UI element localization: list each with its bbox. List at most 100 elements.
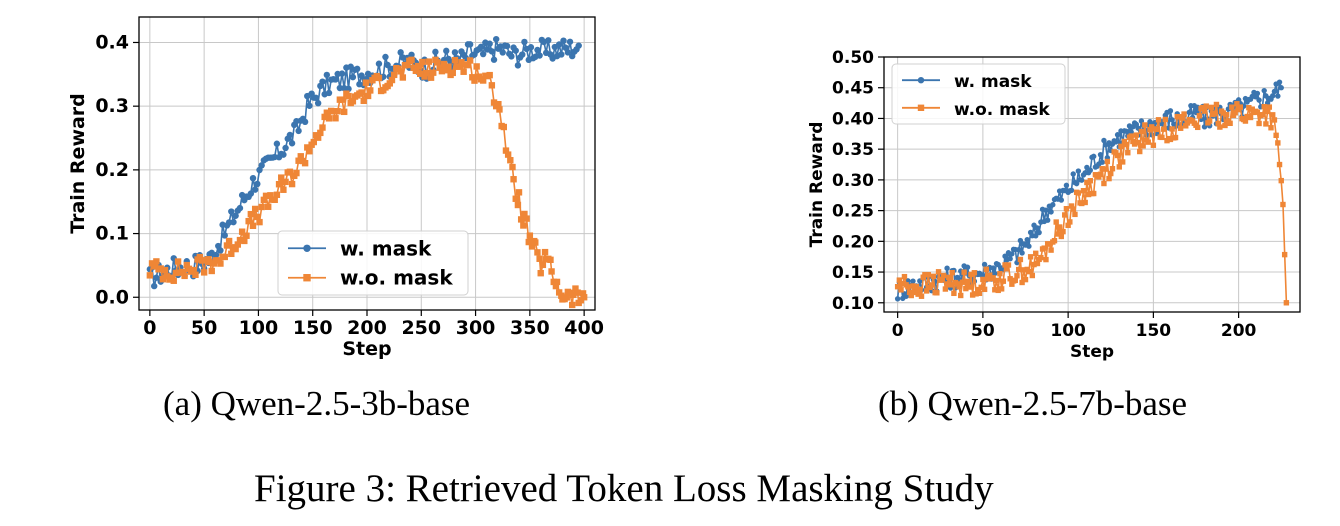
y-tick-label: 0.35 xyxy=(832,140,874,160)
data-point xyxy=(1012,277,1018,284)
data-point xyxy=(990,275,996,281)
data-point xyxy=(212,251,220,259)
y-tick-label: 0.0 xyxy=(95,286,129,308)
data-point xyxy=(1177,125,1184,131)
data-point xyxy=(929,282,935,288)
data-point xyxy=(1275,93,1281,99)
data-point xyxy=(288,140,296,147)
data-point xyxy=(254,180,261,188)
data-point xyxy=(1068,203,1075,209)
data-point xyxy=(1147,126,1153,133)
x-tick-label: 200 xyxy=(347,317,387,339)
data-point xyxy=(338,96,346,103)
data-point xyxy=(981,286,988,293)
data-point xyxy=(236,204,244,212)
data-point xyxy=(1270,112,1276,118)
data-point xyxy=(536,52,543,59)
data-point xyxy=(500,123,507,131)
data-point xyxy=(526,232,534,239)
data-point xyxy=(221,232,228,239)
data-point xyxy=(159,276,167,283)
data-point xyxy=(1007,256,1013,262)
data-point xyxy=(1229,104,1235,110)
data-point xyxy=(1160,126,1167,132)
data-point xyxy=(1263,121,1269,127)
data-point xyxy=(1000,278,1007,284)
data-point xyxy=(1070,171,1076,177)
data-point xyxy=(262,192,270,200)
data-point xyxy=(249,174,257,182)
data-point xyxy=(575,42,582,49)
data-point xyxy=(258,162,265,169)
data-point xyxy=(1029,272,1036,279)
data-point xyxy=(234,241,241,248)
data-point xyxy=(514,201,522,209)
data-point xyxy=(232,212,239,219)
data-point xyxy=(550,278,557,286)
data-point xyxy=(1261,103,1267,110)
data-point xyxy=(1027,254,1034,260)
data-point xyxy=(258,203,265,211)
legend-marker xyxy=(917,104,925,111)
data-point xyxy=(992,287,998,293)
data-point xyxy=(1026,243,1032,249)
data-point xyxy=(944,281,950,287)
data-point xyxy=(217,260,224,267)
data-point xyxy=(1033,250,1039,257)
data-point xyxy=(539,261,547,269)
data-point xyxy=(375,60,383,67)
data-point xyxy=(1138,128,1145,135)
data-point xyxy=(1048,247,1054,253)
data-point xyxy=(917,286,923,293)
data-point xyxy=(1114,152,1121,159)
data-point xyxy=(564,49,572,56)
data-point xyxy=(1273,132,1279,139)
x-tick-label: 0 xyxy=(143,317,156,339)
data-point xyxy=(286,168,294,175)
data-point xyxy=(995,261,1001,268)
data-point xyxy=(460,68,467,75)
data-point xyxy=(1242,118,1249,124)
data-point xyxy=(1099,159,1105,165)
data-point xyxy=(579,290,587,297)
data-point xyxy=(915,291,921,297)
y-axis-label: Train Reward xyxy=(807,122,827,248)
data-point xyxy=(1101,137,1107,144)
data-point xyxy=(987,272,993,278)
data-point xyxy=(1259,112,1266,118)
y-tick-label: 0.3 xyxy=(95,95,129,117)
data-point xyxy=(954,281,961,287)
data-point xyxy=(181,272,188,280)
data-point xyxy=(388,76,396,84)
data-point xyxy=(172,269,180,277)
data-point xyxy=(412,67,420,75)
data-point xyxy=(451,49,459,56)
data-point xyxy=(314,134,322,141)
data-point xyxy=(306,148,313,155)
data-point xyxy=(1106,175,1112,182)
y-tick-label: 0.1 xyxy=(95,223,129,245)
data-point xyxy=(1167,108,1174,114)
data-point xyxy=(421,73,428,80)
data-point xyxy=(548,268,555,275)
legend: w. mask w.o. mask xyxy=(891,63,1066,125)
chart-a: 0 50 100 150 200 250 300 350 400 0.0 0.1 0.2 0.3 0.4 S… xyxy=(67,16,604,360)
data-point xyxy=(923,288,930,294)
data-point xyxy=(458,59,465,66)
data-point xyxy=(1114,132,1121,138)
data-point xyxy=(930,273,937,279)
data-point xyxy=(922,271,928,278)
data-point xyxy=(349,98,357,105)
data-point xyxy=(414,62,422,70)
data-point xyxy=(910,278,916,284)
data-point xyxy=(358,89,365,96)
data-point xyxy=(1034,225,1041,231)
data-point xyxy=(256,218,263,226)
data-point xyxy=(440,60,448,68)
data-point xyxy=(236,236,244,244)
data-point xyxy=(1256,97,1262,103)
data-point xyxy=(434,59,441,66)
data-point xyxy=(515,189,523,196)
data-point xyxy=(495,100,502,108)
